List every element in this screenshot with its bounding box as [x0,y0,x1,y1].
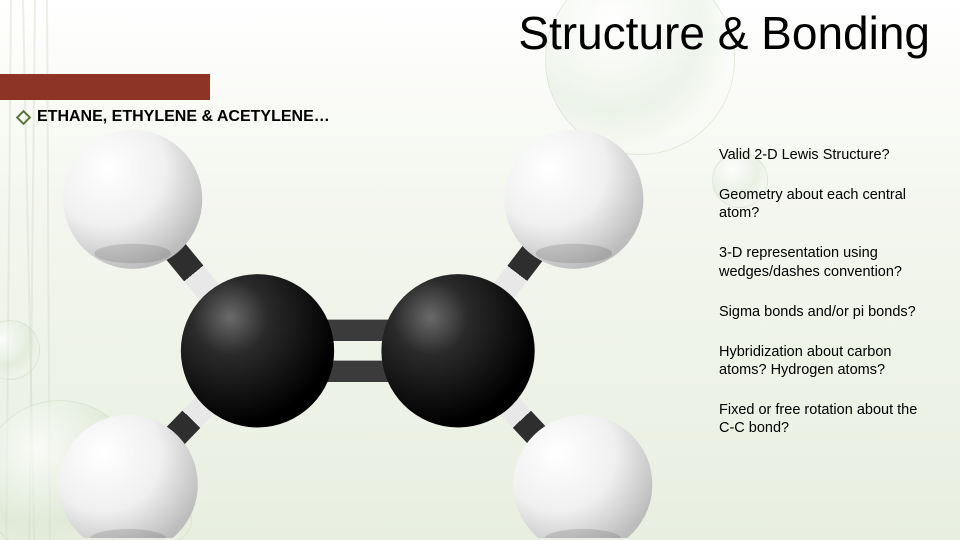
diamond-bullet-icon [16,109,32,125]
questions-list: Valid 2-D Lewis Structure? Geometry abou… [719,146,934,437]
question-item: Geometry about each central atom? [719,186,934,222]
question-item: 3-D representation using wedges/dashes c… [719,244,934,280]
slide: Structure & Bonding ETHANE, ETHYLENE & A… [0,0,960,540]
question-item: Hybridization about carbon atoms? Hydrog… [719,343,934,379]
question-item: Fixed or free rotation about the C-C bon… [719,401,934,437]
question-item: Valid 2-D Lewis Structure? [719,146,934,164]
question-item: Sigma bonds and/or pi bonds? [719,303,934,321]
accent-bar [0,74,210,100]
molecule-diagram [0,128,720,538]
subtitle-text: ETHANE, ETHYLENE & ACETYLENE… [37,108,330,126]
subtitle-row: ETHANE, ETHYLENE & ACETYLENE… [18,108,330,126]
slide-title: Structure & Bonding [518,6,930,60]
